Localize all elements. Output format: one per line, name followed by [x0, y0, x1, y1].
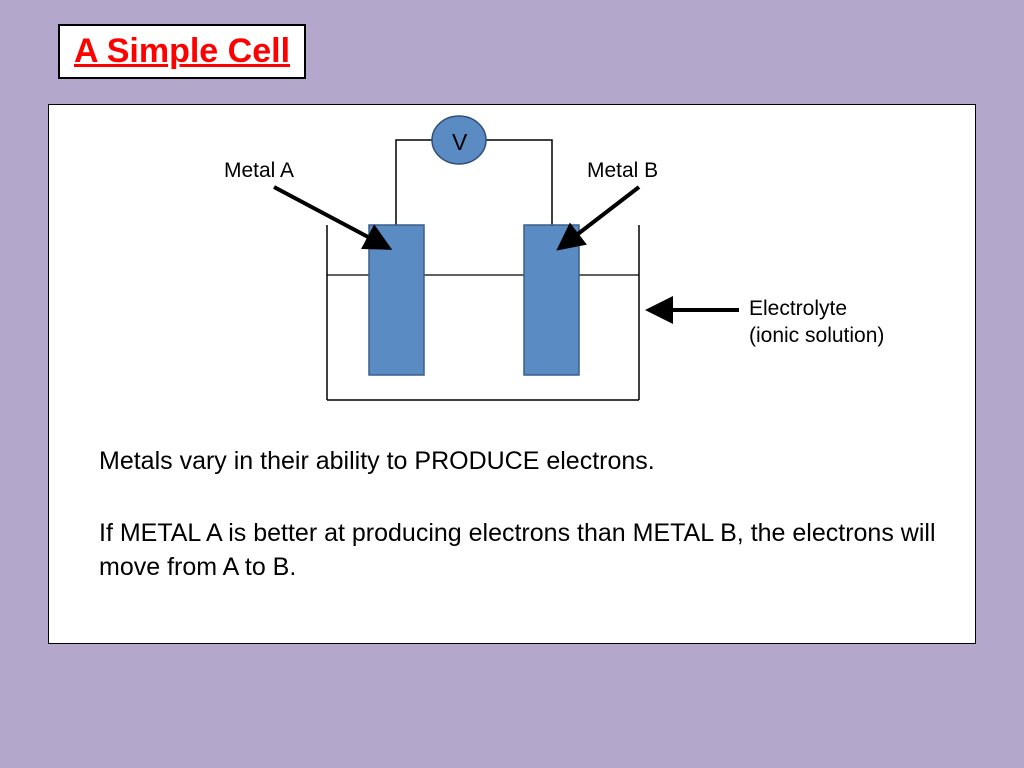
arrow-metal-b: [561, 187, 639, 247]
electrolyte-line1: Electrolyte: [749, 297, 847, 320]
electrode-a: [369, 225, 424, 375]
body-line-2: If METAL A is better at producing electr…: [99, 517, 975, 585]
electrolyte-line2: (ionic solution): [749, 324, 884, 347]
electrolyte-label: Electrolyte (ionic solution): [749, 295, 884, 350]
metal-a-label: Metal A: [224, 159, 294, 183]
arrow-metal-a: [274, 187, 387, 247]
main-panel: V Metal A Metal B Electrolyte (ionic sol…: [48, 104, 976, 644]
metal-b-label: Metal B: [587, 159, 658, 183]
cell-diagram: V Metal A Metal B Electrolyte (ionic sol…: [49, 105, 977, 435]
electrode-b: [524, 225, 579, 375]
voltmeter-label: V: [452, 129, 467, 156]
body-line-1: Metals vary in their ability to PRODUCE …: [99, 445, 655, 479]
title-box: A Simple Cell: [58, 24, 306, 79]
page-title: A Simple Cell: [74, 32, 290, 70]
diagram-svg: [49, 105, 977, 435]
